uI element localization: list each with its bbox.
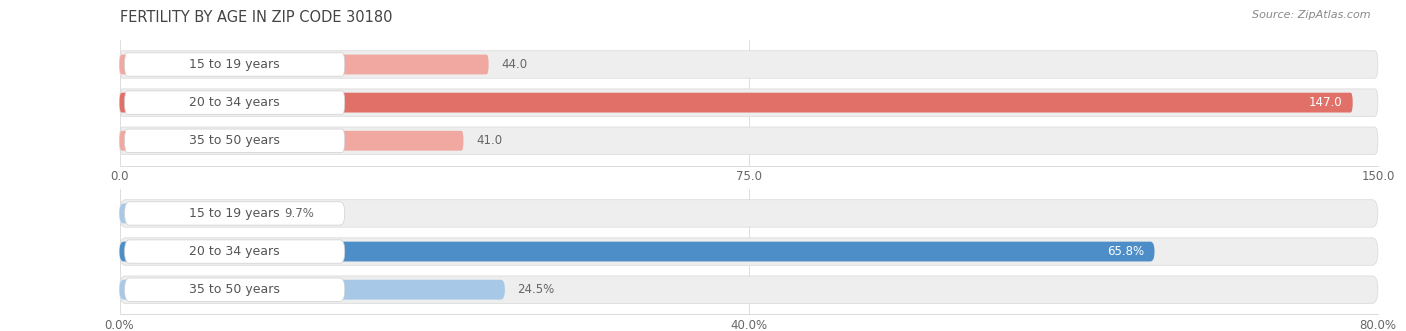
FancyBboxPatch shape [120, 93, 1353, 113]
FancyBboxPatch shape [120, 131, 464, 151]
FancyBboxPatch shape [120, 51, 1378, 78]
FancyBboxPatch shape [125, 278, 344, 301]
Text: Source: ZipAtlas.com: Source: ZipAtlas.com [1253, 10, 1371, 20]
Text: 15 to 19 years: 15 to 19 years [190, 58, 280, 71]
FancyBboxPatch shape [120, 204, 273, 223]
Text: FERTILITY BY AGE IN ZIP CODE 30180: FERTILITY BY AGE IN ZIP CODE 30180 [120, 10, 392, 25]
Text: 41.0: 41.0 [477, 134, 502, 147]
FancyBboxPatch shape [125, 129, 344, 152]
FancyBboxPatch shape [120, 55, 489, 74]
Text: 147.0: 147.0 [1309, 96, 1343, 109]
Text: 20 to 34 years: 20 to 34 years [190, 96, 280, 109]
Text: 15 to 19 years: 15 to 19 years [190, 207, 280, 220]
FancyBboxPatch shape [120, 238, 1378, 265]
FancyBboxPatch shape [125, 202, 344, 225]
FancyBboxPatch shape [120, 200, 1378, 227]
Text: 35 to 50 years: 35 to 50 years [190, 283, 280, 296]
FancyBboxPatch shape [125, 240, 344, 263]
Text: 35 to 50 years: 35 to 50 years [190, 134, 280, 147]
FancyBboxPatch shape [120, 242, 1154, 261]
FancyBboxPatch shape [120, 89, 1378, 116]
FancyBboxPatch shape [125, 91, 344, 114]
Text: 65.8%: 65.8% [1108, 245, 1144, 258]
FancyBboxPatch shape [125, 53, 344, 76]
FancyBboxPatch shape [120, 276, 1378, 304]
Text: 9.7%: 9.7% [284, 207, 315, 220]
Text: 20 to 34 years: 20 to 34 years [190, 245, 280, 258]
Text: 44.0: 44.0 [501, 58, 527, 71]
FancyBboxPatch shape [120, 127, 1378, 155]
Text: 24.5%: 24.5% [517, 283, 555, 296]
FancyBboxPatch shape [120, 280, 505, 300]
